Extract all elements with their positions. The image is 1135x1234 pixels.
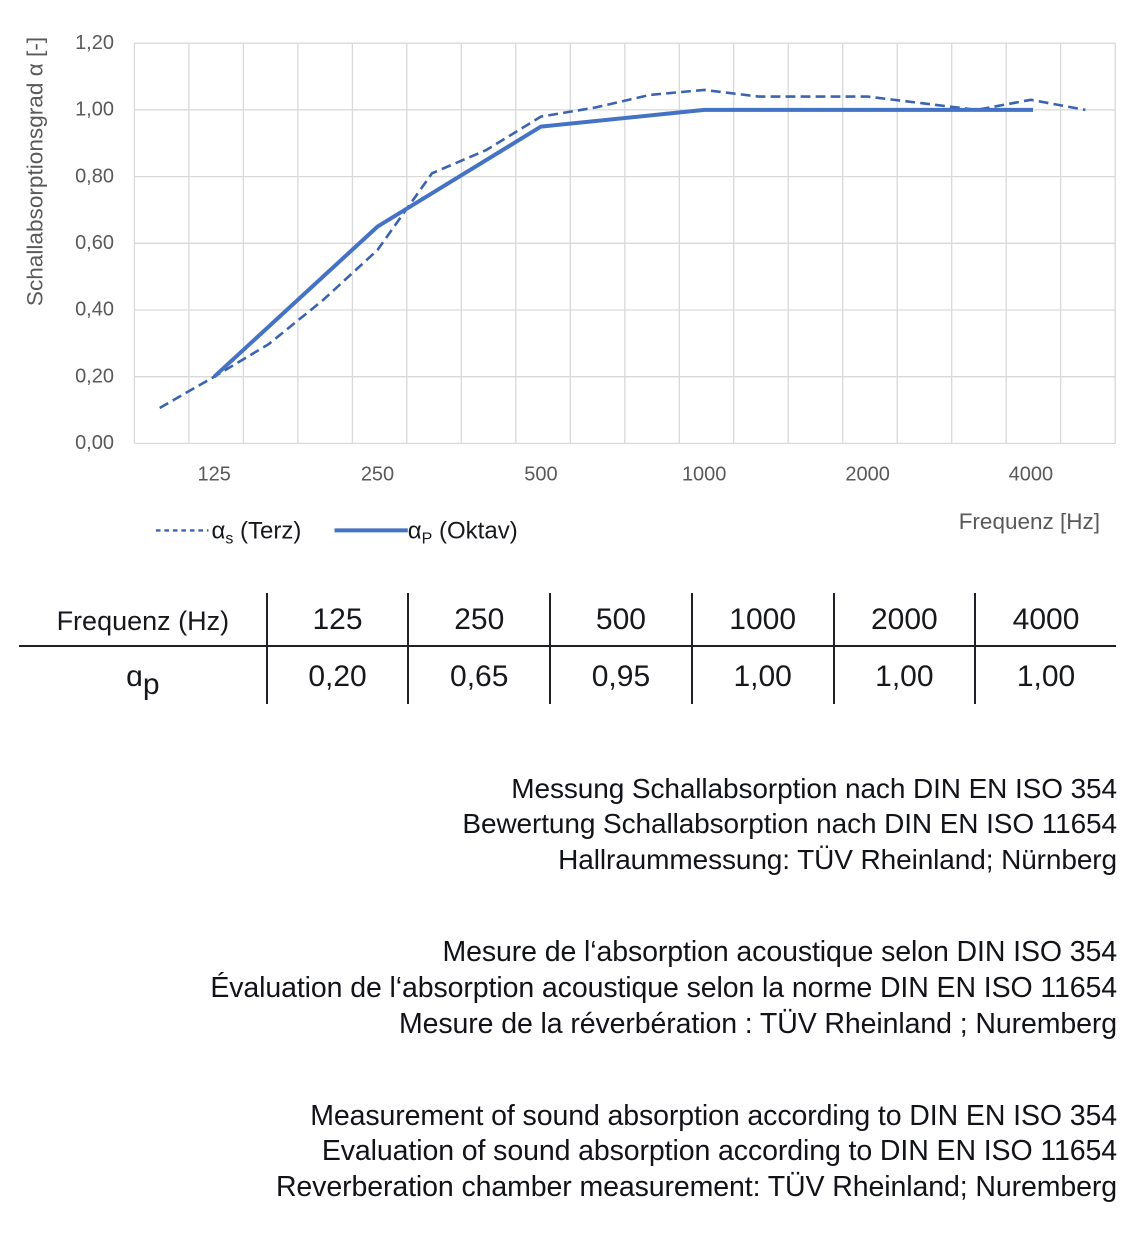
svg-text:αP (Oktav): αP (Oktav): [408, 518, 518, 548]
svg-text:1,20: 1,20: [75, 32, 114, 54]
svg-text:125: 125: [198, 464, 231, 486]
svg-text:1000: 1000: [682, 464, 727, 486]
svg-text:αs (Terz): αs (Terz): [212, 518, 302, 548]
svg-text:0,20: 0,20: [75, 365, 114, 387]
svg-text:0,00: 0,00: [75, 432, 114, 454]
svg-text:250: 250: [361, 464, 394, 486]
svg-text:500: 500: [524, 464, 557, 486]
svg-text:0,40: 0,40: [75, 299, 114, 321]
svg-text:4000: 4000: [1009, 464, 1054, 486]
svg-text:Frequenz [Hz]: Frequenz [Hz]: [959, 509, 1100, 534]
svg-text:Schallabsorptionsgrad α [-]: Schallabsorptionsgrad α [-]: [23, 37, 48, 306]
svg-text:2000: 2000: [845, 464, 890, 486]
svg-text:1,00: 1,00: [75, 99, 114, 121]
svg-text:0,60: 0,60: [75, 232, 114, 254]
svg-text:0,80: 0,80: [75, 165, 114, 187]
